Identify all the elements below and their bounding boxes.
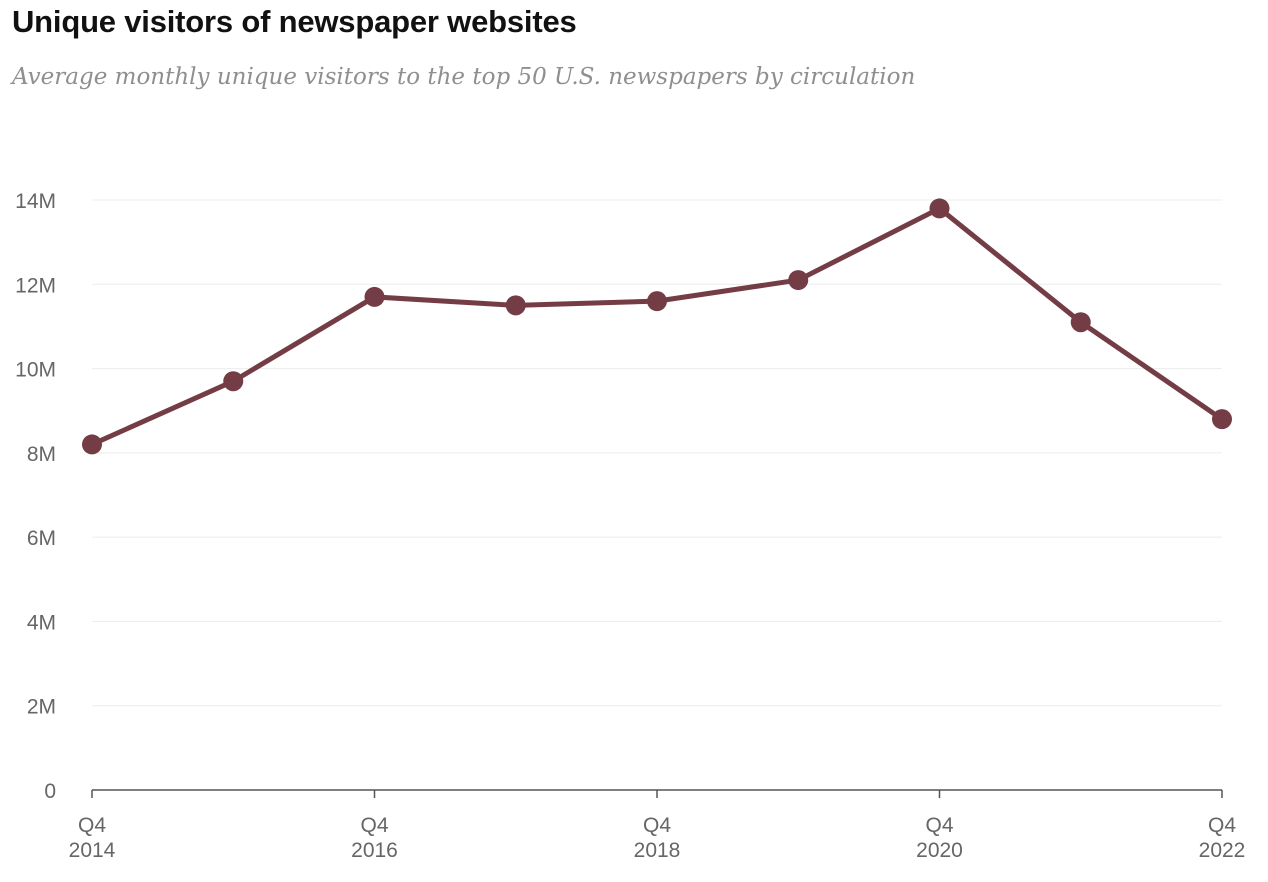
x-tick-label-year: 2022: [1199, 839, 1246, 862]
data-point: [505, 295, 526, 316]
series-line: [89, 205, 1225, 447]
data-point: [1212, 409, 1232, 430]
x-tick-label-quarter: Q4: [925, 814, 953, 837]
y-tick-label: 6M: [27, 527, 56, 550]
y-tick-label: 2M: [27, 696, 56, 719]
y-tick-label: 0: [44, 780, 56, 803]
data-points: [82, 198, 1232, 455]
y-tick-label: 14M: [15, 190, 56, 213]
x-tick-label-quarter: Q4: [360, 814, 388, 837]
x-tick-label-quarter: Q4: [643, 814, 671, 837]
data-point: [788, 270, 809, 291]
x-tick-label-year: 2020: [916, 839, 963, 862]
data-point: [647, 291, 667, 312]
x-tick-label-year: 2016: [351, 839, 398, 862]
data-point: [1070, 312, 1091, 333]
y-tick-label: 8M: [27, 443, 56, 466]
data-point: [82, 434, 102, 455]
data-point: [223, 371, 244, 392]
y-tick-label: 10M: [15, 359, 56, 382]
data-point: [364, 286, 385, 307]
x-tick-label-year: 2014: [69, 839, 116, 862]
x-tick-label-year: 2018: [634, 839, 681, 862]
chart-subtitle: Average monthly unique visitors to the t…: [12, 64, 916, 90]
y-axis-tick-labels: 0 2M 4M 6M 8M 10M 12M 14M: [15, 190, 56, 803]
y-tick-label: 4M: [27, 611, 56, 634]
x-tick-label-quarter: Q4: [78, 814, 106, 837]
y-tick-label: 12M: [15, 274, 56, 297]
series-line-layer: [89, 205, 1225, 447]
x-tick-label-quarter: Q4: [1208, 814, 1236, 837]
data-point: [929, 198, 950, 219]
chart-title: Unique visitors of newspaper websites: [12, 4, 577, 39]
gridlines: [92, 199, 1222, 791]
